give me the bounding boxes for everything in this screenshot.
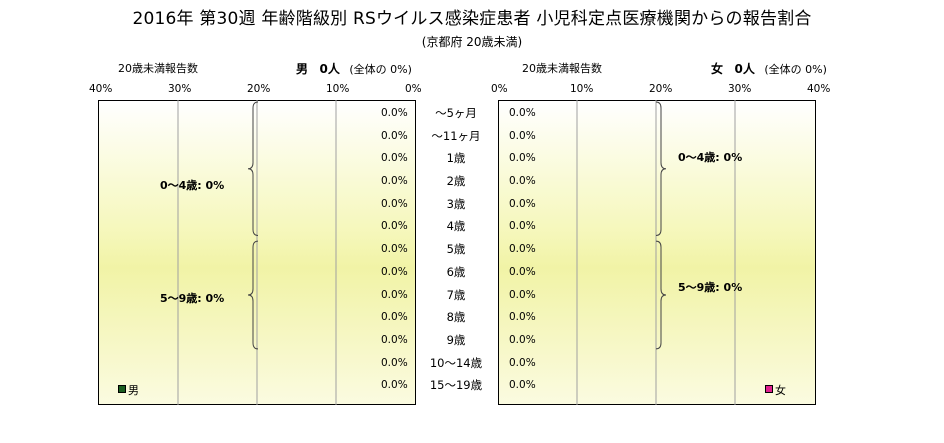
- female-value-label: 0.0%: [509, 175, 536, 188]
- male-value-label: 0.0%: [381, 107, 408, 119]
- female-tick-label: 20%: [649, 83, 673, 95]
- female-group-0-4: 0〜4歳: 0%: [678, 151, 743, 164]
- male-brace-5-9: [247, 240, 259, 350]
- male-value-label: 0.0%: [381, 265, 408, 278]
- female-value-label: 0.0%: [509, 311, 536, 324]
- age-category-label: 〜11ヶ月: [431, 128, 481, 143]
- female-value-label: 0.0%: [509, 243, 536, 256]
- male-brace-0-4: [247, 101, 259, 236]
- female-value-label: 0.0%: [509, 379, 536, 392]
- female-value-label: 0.0%: [509, 197, 536, 210]
- age-category-label: 8歳: [446, 310, 466, 325]
- male-value-label: 0.0%: [381, 311, 408, 324]
- male-tick-label: 10%: [326, 83, 350, 95]
- age-category-label: 2歳: [446, 174, 466, 189]
- age-category-label: 〜5ヶ月: [435, 106, 477, 120]
- male-value-label: 0.0%: [381, 220, 408, 233]
- male-value-label: 0.0%: [381, 197, 408, 210]
- female-value-label: 0.0%: [509, 152, 536, 165]
- female-plot-area: [498, 100, 816, 405]
- male-legend-swatch: [118, 385, 126, 393]
- age-category-label: 3歳: [446, 196, 466, 211]
- female-tick-label: 0%: [491, 83, 508, 95]
- female-value-label: 0.0%: [509, 265, 536, 278]
- chart-subtitle: (京都府 20歳未満): [421, 35, 523, 49]
- female-brace-0-4: [655, 101, 667, 236]
- female-value-label: 0.0%: [509, 356, 536, 369]
- chart-title: 2016年 第30週 年齢階級別 RSウイルス感染症患者 小児科定点医療機関から…: [132, 9, 812, 29]
- female-header-count: 0人: [734, 62, 755, 76]
- male-group-0-4: 0〜4歳: 0%: [160, 179, 225, 192]
- male-value-label: 0.0%: [381, 243, 408, 256]
- male-tick-label: 30%: [168, 83, 192, 95]
- male-legend: 男: [118, 382, 139, 398]
- age-category-label: 5歳: [446, 242, 466, 257]
- female-tick-label: 10%: [570, 83, 594, 95]
- male-tick-label: 20%: [247, 83, 271, 95]
- female-tick-label: 30%: [728, 83, 752, 95]
- gridlines: [177, 100, 736, 405]
- female-value-label: 0.0%: [509, 107, 536, 119]
- male-header-share: (全体の 0%): [349, 63, 412, 76]
- female-value-label: 0.0%: [509, 333, 536, 346]
- female-value-label: 0.0%: [509, 220, 536, 233]
- female-group-5-9: 5〜9歳: 0%: [678, 281, 743, 294]
- female-brace-5-9: [655, 240, 667, 350]
- male-header-label: 男: [296, 62, 309, 76]
- age-category-label: 9歳: [446, 332, 466, 347]
- male-axis-caption: 20歳未満報告数: [118, 62, 198, 75]
- age-category-label: 6歳: [446, 264, 466, 279]
- male-value-label: 0.0%: [381, 379, 408, 392]
- male-value-label: 0.0%: [381, 356, 408, 369]
- age-category-label: 4歳: [446, 219, 466, 234]
- male-value-label: 0.0%: [381, 333, 408, 346]
- male-value-label: 0.0%: [381, 129, 408, 142]
- male-tick-label: 0%: [405, 83, 422, 95]
- age-category-label: 10〜14歳: [429, 355, 483, 370]
- female-value-label: 0.0%: [509, 129, 536, 142]
- female-header-share: (全体の 0%): [764, 63, 827, 76]
- male-group-5-9: 5〜9歳: 0%: [160, 292, 225, 305]
- female-tick-label: 40%: [807, 83, 831, 95]
- male-tick-label: 40%: [89, 83, 113, 95]
- female-axis-caption: 20歳未満報告数: [522, 62, 602, 75]
- male-legend-label: 男: [128, 384, 139, 397]
- female-legend-label: 女: [775, 384, 786, 397]
- age-category-label: 7歳: [446, 287, 466, 302]
- male-value-label: 0.0%: [381, 152, 408, 165]
- age-category-label: 15〜19歳: [429, 378, 483, 393]
- male-value-label: 0.0%: [381, 288, 408, 301]
- male-value-label: 0.0%: [381, 175, 408, 188]
- female-header: 女 0人 (全体の 0%): [711, 60, 827, 77]
- female-legend-swatch: [765, 385, 773, 393]
- female-value-label: 0.0%: [509, 288, 536, 301]
- male-header-count: 0人: [319, 62, 340, 76]
- male-header: 男 0人 (全体の 0%): [296, 60, 412, 77]
- age-category-label: 1歳: [446, 151, 466, 166]
- female-legend: 女: [765, 382, 786, 398]
- female-header-label: 女: [711, 62, 724, 76]
- group-braces: [247, 101, 667, 350]
